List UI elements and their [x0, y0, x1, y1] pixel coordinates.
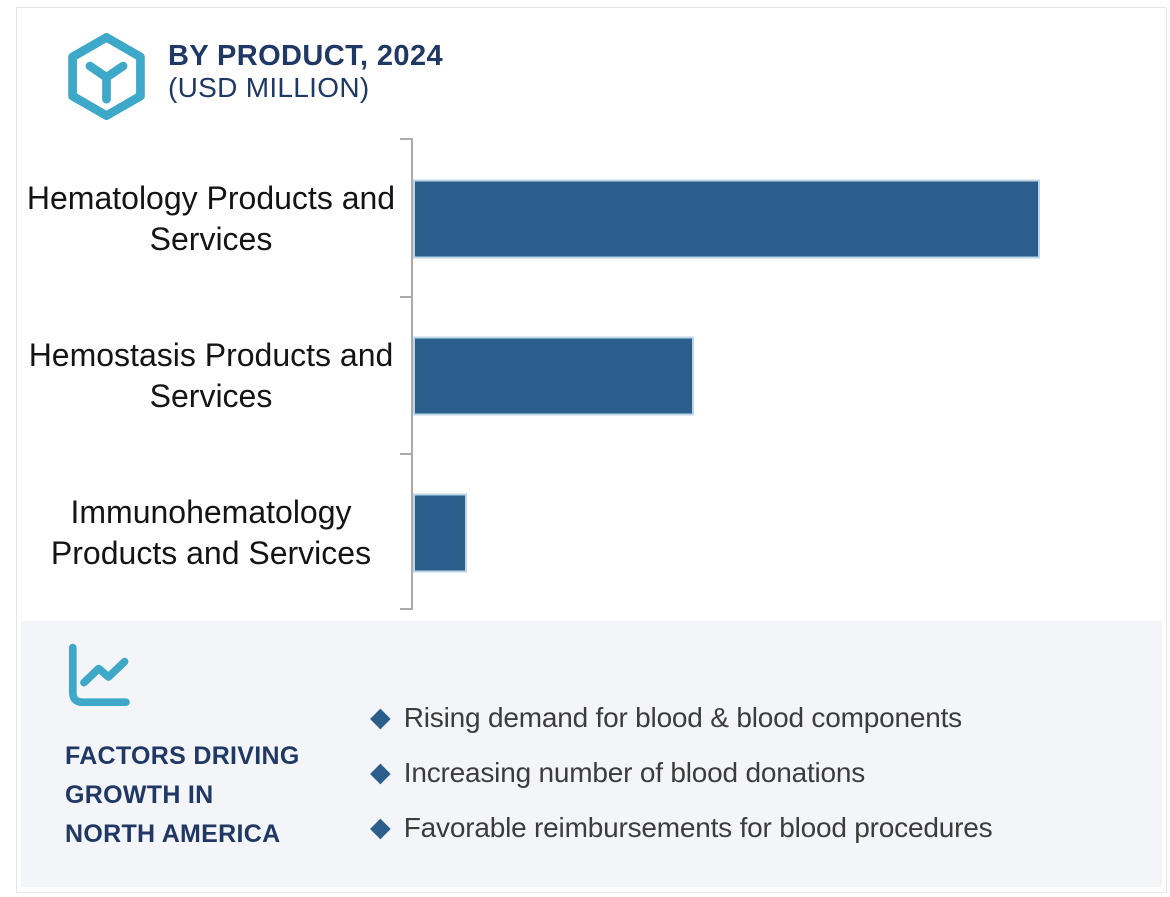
bar-hemostasis — [413, 336, 694, 415]
diamond-bullet-icon: ◆ — [370, 702, 391, 732]
axis-tick — [400, 138, 412, 140]
category-label-hematology: Hematology Products and Services — [26, 179, 396, 257]
bar-row-hemostasis: Hemostasis Products and Services — [0, 297, 1170, 454]
factors-title-line1: FACTORS DRIVING — [65, 742, 300, 770]
bar-row-hematology: Hematology Products and Services — [0, 140, 1170, 297]
factor-item: ◆ Favorable reimbursements for blood pro… — [370, 800, 993, 855]
axis-tick — [400, 453, 412, 455]
axis-tick — [400, 296, 412, 298]
hexagon-y-icon — [68, 33, 145, 120]
factor-text: Increasing number of blood donations — [403, 756, 866, 788]
chart-title-line2: (USD MILLION) — [168, 72, 370, 103]
bar-row-immunohematology: Immunohematology Products and Services — [0, 454, 1170, 611]
chart-title: BY PRODUCT, 2024 (USD MILLION) — [168, 40, 443, 104]
factors-title: FACTORS DRIVING GROWTH IN NORTH AMERICA — [65, 737, 345, 854]
factor-item: ◆ Rising demand for blood & blood compon… — [370, 690, 992, 745]
line-chart-icon — [68, 643, 130, 707]
diamond-bullet-icon: ◆ — [370, 757, 391, 787]
chart-title-line1: BY PRODUCT, 2024 — [168, 40, 444, 72]
y-axis-line — [411, 138, 413, 610]
factors-title-line3: NORTH AMERICA — [65, 820, 281, 848]
factors-list: ◆ Rising demand for blood & blood compon… — [370, 690, 993, 855]
bar-immunohematology — [413, 493, 467, 572]
factor-item: ◆ Increasing number of blood donations — [370, 745, 992, 800]
bar-hematology — [413, 179, 1040, 258]
factors-panel: FACTORS DRIVING GROWTH IN NORTH AMERICA … — [21, 621, 1162, 887]
factor-text: Favorable reimbursements for blood proce… — [403, 811, 993, 843]
axis-tick — [400, 608, 412, 610]
category-label-immunohematology: Immunohematology Products and Services — [50, 493, 372, 571]
diamond-bullet-icon: ◆ — [370, 812, 391, 842]
factor-text: Rising demand for blood & blood componen… — [403, 701, 962, 733]
category-label-hemostasis: Hemostasis Products and Services — [28, 336, 394, 414]
factors-title-line2: GROWTH IN — [65, 781, 214, 809]
